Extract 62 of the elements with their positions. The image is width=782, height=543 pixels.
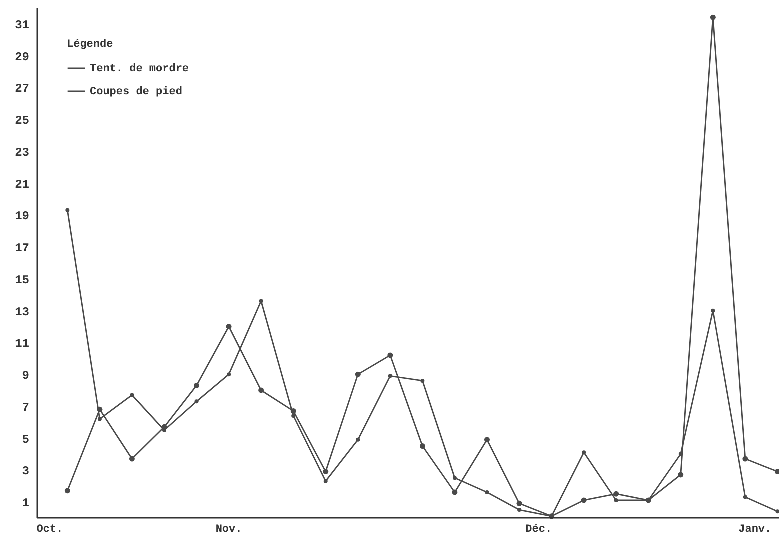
y-tick-label: 3 <box>22 464 30 479</box>
text: Déc. <box>526 524 552 536</box>
y-tick-label: 11 <box>15 337 30 352</box>
legend-label: Tent. de mordre <box>90 64 190 76</box>
point <box>355 372 361 378</box>
y-tick-label: 27 <box>15 82 30 96</box>
point <box>710 14 716 20</box>
point <box>97 406 103 412</box>
point <box>194 382 200 388</box>
point <box>98 417 102 422</box>
point <box>776 510 779 514</box>
point <box>388 352 394 358</box>
point <box>452 490 458 496</box>
legend-label: Coupes de pied <box>90 86 182 98</box>
y-tick-label: 23 <box>15 146 30 160</box>
text: Oct. <box>36 524 64 536</box>
y-tick-label: 31 <box>15 18 30 32</box>
point <box>582 450 586 455</box>
y-tick-label: 25 <box>15 114 30 128</box>
y-tick-label: 5 <box>22 432 30 447</box>
point <box>388 374 392 378</box>
point <box>485 490 490 494</box>
y-tick-label: 21 <box>15 178 30 192</box>
y-tick-label: 17 <box>15 242 30 256</box>
y-tick-label: 9 <box>22 369 30 384</box>
point <box>130 393 134 398</box>
point <box>66 208 70 212</box>
point <box>774 469 779 475</box>
text: Janv. <box>738 524 772 536</box>
point <box>64 488 70 494</box>
y-tick-label: 7 <box>22 400 30 415</box>
point <box>484 437 490 443</box>
point <box>226 324 232 330</box>
point <box>259 299 264 304</box>
point <box>356 438 360 442</box>
point <box>678 472 684 478</box>
point <box>614 498 618 502</box>
y-tick-label: 19 <box>15 210 30 224</box>
point <box>258 388 264 394</box>
text: Nov. <box>216 524 242 536</box>
point <box>581 498 587 504</box>
point <box>324 479 328 484</box>
point <box>743 495 748 500</box>
y-tick-label: 15 <box>15 273 30 288</box>
legend-title: Légende <box>67 39 114 51</box>
point <box>711 308 716 313</box>
point <box>323 469 329 475</box>
point <box>290 408 296 414</box>
point <box>420 378 425 383</box>
point <box>227 372 232 377</box>
point <box>420 444 426 450</box>
y-tick-label: 1 <box>22 496 30 511</box>
point <box>614 491 620 497</box>
point <box>516 500 522 506</box>
point <box>292 414 296 418</box>
y-tick-label: 13 <box>15 305 30 320</box>
point <box>452 476 457 480</box>
y-tick-label: 29 <box>15 50 30 64</box>
point <box>194 400 199 404</box>
point <box>129 456 135 462</box>
point <box>742 456 748 462</box>
point <box>518 508 522 512</box>
